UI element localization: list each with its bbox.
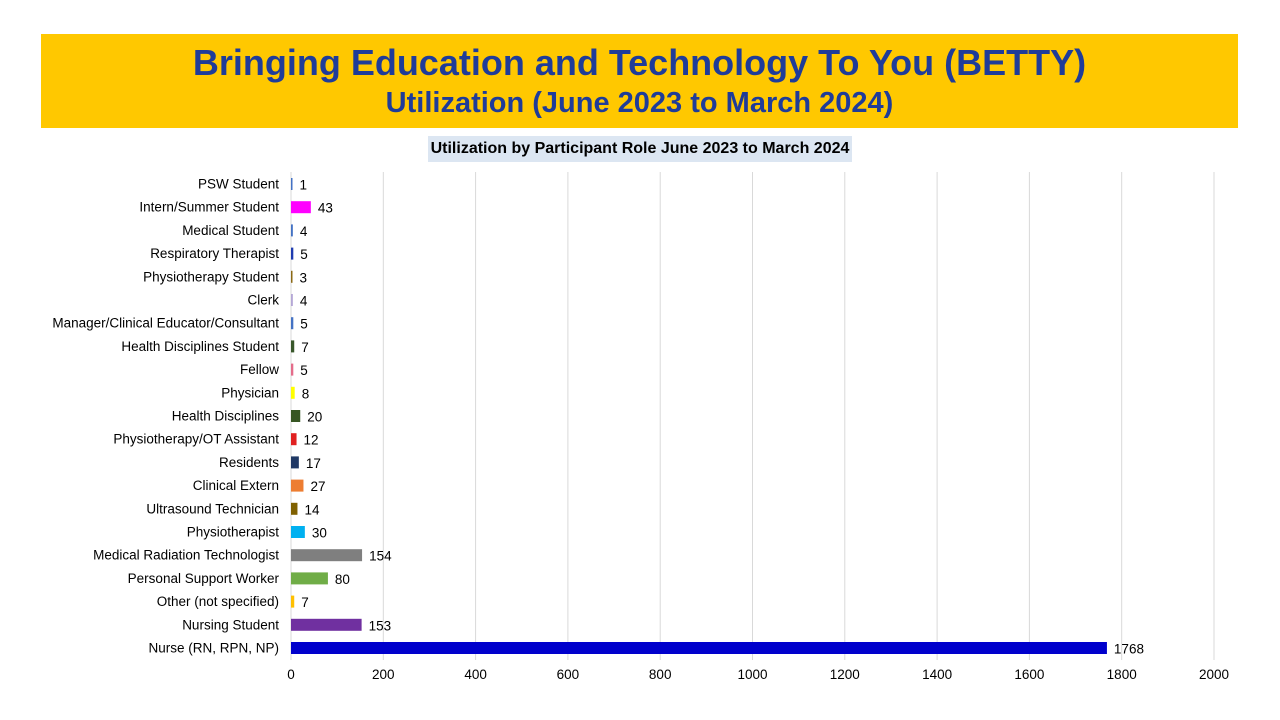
category-label: Personal Support Worker	[128, 571, 280, 586]
chart-title-wrap: Utilization by Participant Role June 202…	[0, 136, 1280, 162]
value-label: 30	[312, 526, 327, 541]
bar	[291, 456, 299, 469]
bar	[291, 595, 295, 608]
x-tick-label: 800	[649, 667, 672, 682]
bar	[291, 224, 293, 237]
value-label: 1768	[1114, 642, 1144, 657]
category-label: Physiotherapist	[187, 525, 280, 540]
bar	[291, 201, 311, 214]
x-tick-label: 1800	[1107, 667, 1137, 682]
value-label: 5	[300, 363, 308, 378]
bar	[291, 178, 293, 190]
bar	[291, 618, 362, 631]
x-tick-label: 0	[287, 667, 295, 682]
category-label: Other (not specified)	[157, 594, 279, 609]
x-tick-label: 1200	[830, 667, 860, 682]
x-tick-label: 1600	[1014, 667, 1044, 682]
category-label: Ultrasound Technician	[146, 501, 279, 516]
value-label: 80	[335, 572, 350, 587]
category-label: Respiratory Therapist	[150, 246, 279, 261]
value-label: 4	[300, 294, 308, 309]
bar	[291, 294, 293, 306]
category-label: Nursing Student	[182, 617, 279, 632]
category-label: Clinical Extern	[193, 478, 279, 493]
banner-title: Bringing Education and Technology To You…	[192, 42, 1087, 83]
x-tick-label: 2000	[1199, 667, 1229, 682]
value-label: 7	[301, 340, 309, 355]
value-label: 5	[300, 317, 308, 332]
bar	[291, 572, 328, 585]
value-label: 3	[300, 270, 308, 285]
x-tick-label: 600	[557, 667, 580, 682]
x-tick-label: 1400	[922, 667, 952, 682]
category-label: Manager/Clinical Educator/Consultant	[52, 316, 279, 331]
bar	[291, 410, 301, 422]
bar	[291, 386, 295, 399]
x-tick-label: 1000	[737, 667, 767, 682]
x-tick-label: 200	[372, 667, 395, 682]
category-label: Medical Student	[182, 223, 279, 238]
value-label: 154	[369, 549, 392, 564]
bar	[291, 270, 293, 283]
category-label: Nurse (RN, RPN, NP)	[148, 641, 279, 656]
value-label: 43	[318, 201, 333, 216]
value-label: 12	[304, 433, 319, 448]
value-label: 27	[310, 479, 325, 494]
bar	[291, 642, 1107, 654]
title-banner: Bringing Education and Technology To You…	[41, 34, 1238, 128]
category-label: Health Disciplines Student	[121, 339, 279, 354]
category-label: Physician	[221, 385, 279, 400]
bar	[291, 549, 363, 562]
value-label: 1	[300, 178, 308, 193]
value-label: 7	[301, 595, 309, 610]
category-label: PSW Student	[198, 177, 279, 192]
category-label: Medical Radiation Technologist	[93, 548, 279, 563]
value-label: 4	[300, 224, 308, 239]
category-label: Physiotherapy/OT Assistant	[113, 432, 279, 447]
category-label: Fellow	[240, 362, 279, 377]
category-label: Health Disciplines	[172, 409, 280, 424]
value-label: 17	[306, 456, 321, 471]
category-label: Physiotherapy Student	[143, 269, 279, 284]
category-label: Clerk	[247, 293, 279, 308]
banner-subtitle: Utilization (June 2023 to March 2024)	[385, 87, 894, 119]
value-label: 8	[302, 386, 310, 401]
value-label: 14	[304, 502, 320, 517]
bar	[291, 363, 294, 376]
bar	[291, 317, 294, 330]
bar	[291, 433, 297, 446]
value-label: 5	[300, 247, 308, 262]
bar	[291, 479, 304, 492]
value-label: 20	[307, 410, 322, 425]
bar	[291, 247, 294, 260]
category-label: Residents	[219, 455, 279, 470]
bar	[291, 502, 298, 515]
category-label: Intern/Summer Student	[139, 200, 279, 215]
bar	[291, 340, 295, 353]
chart-title: Utilization by Participant Role June 202…	[427, 136, 853, 162]
value-label: 153	[369, 618, 392, 633]
x-tick-label: 400	[464, 667, 487, 682]
bar	[291, 526, 305, 538]
